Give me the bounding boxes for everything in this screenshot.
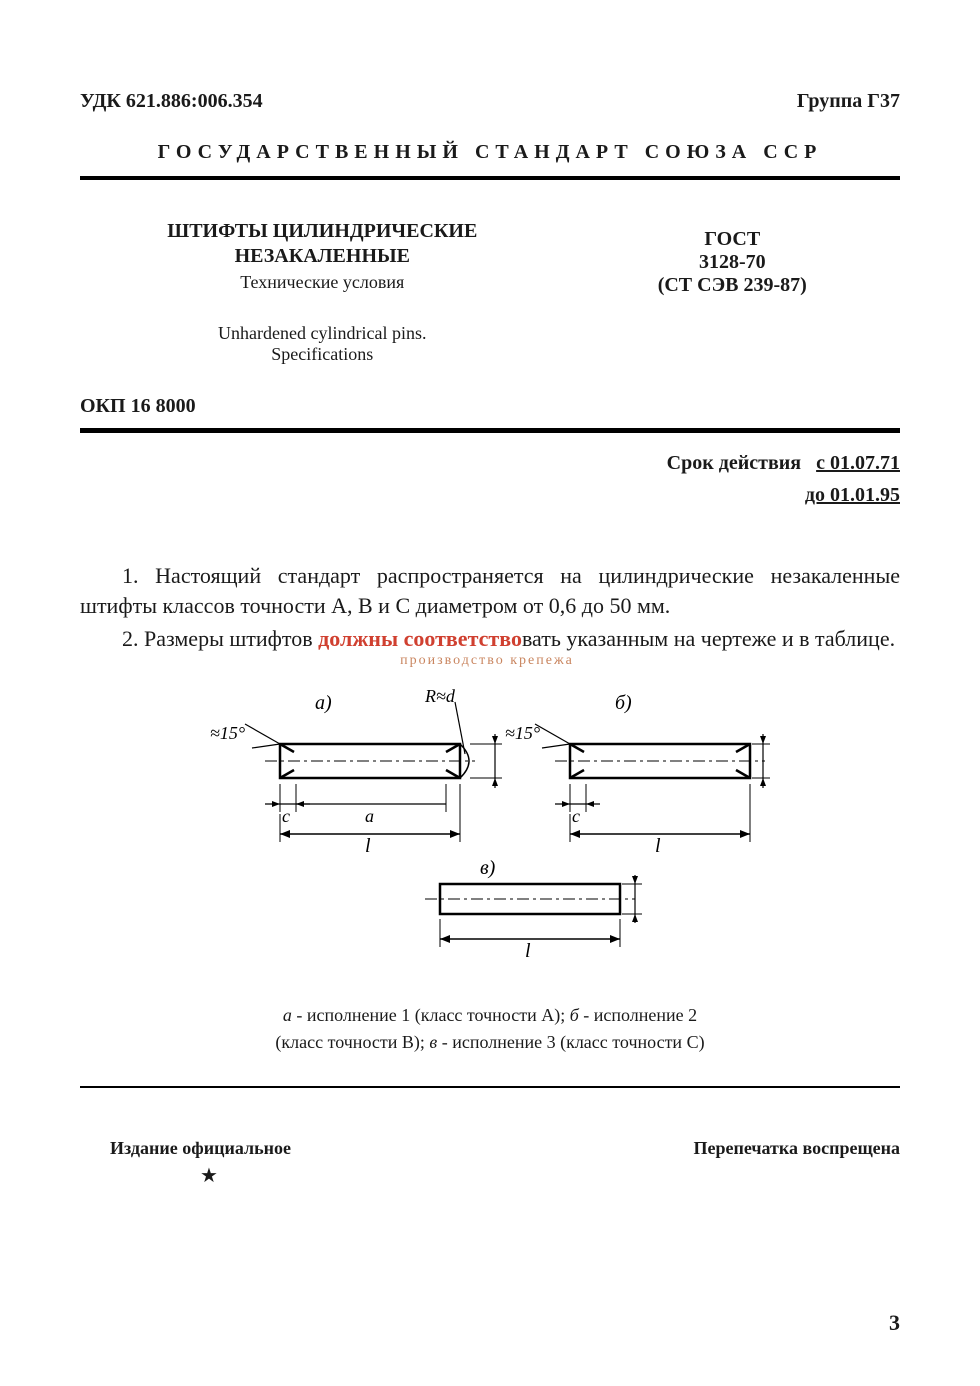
- validity-to: до 01.01.95: [805, 484, 900, 506]
- title-block: ШТИФТЫ ЦИЛИНДРИЧЕСКИЕ НЕЗАКАЛЕННЫЕ Техни…: [80, 220, 900, 365]
- divider-bottom: [80, 1086, 900, 1088]
- validity-block: Срок действия с 01.07.71 до 01.01.95: [80, 447, 900, 511]
- diagram-caption: а - исполнение 1 (класс точности А); б -…: [80, 1002, 900, 1056]
- header-row: УДК 621.886:006.354 Группа Г37: [80, 90, 900, 113]
- watermark-wrap: должны соответствопроизводство крепежа: [318, 626, 522, 651]
- footer-right: Перепечатка воспрещена: [693, 1138, 900, 1159]
- group-code: Группа Г37: [797, 90, 900, 113]
- p2-before: 2. Размеры штифтов: [122, 626, 318, 651]
- cap-v-txt: - исполнение 3 (класс точности С): [437, 1032, 704, 1052]
- divider-top: [80, 176, 900, 180]
- gost-label: ГОСТ: [565, 228, 900, 251]
- title-en-1: Unhardened cylindrical pins.: [80, 323, 565, 344]
- label-l-b: l: [655, 835, 661, 857]
- title-left: ШТИФТЫ ЦИЛИНДРИЧЕСКИЕ НЕЗАКАЛЕННЫЕ Техни…: [80, 220, 565, 365]
- body-text: 1. Настоящий стандарт распространяется н…: [80, 561, 900, 654]
- title-right: ГОСТ 3128-70 (СТ СЭВ 239-87): [565, 220, 900, 365]
- cap-b-txt: - исполнение 2: [579, 1005, 697, 1025]
- title-ru-1: ШТИФТЫ ЦИЛИНДРИЧЕСКИЕ: [80, 220, 565, 243]
- cap-a-lett: а: [283, 1005, 292, 1025]
- udk-code: УДК 621.886:006.354: [80, 90, 263, 113]
- label-a: а): [315, 692, 332, 714]
- label-c-b: c: [572, 806, 580, 826]
- cap-a-txt: - исполнение 1 (класс точности А);: [292, 1005, 570, 1025]
- paragraph-1: 1. Настоящий стандарт распространяется н…: [80, 561, 900, 620]
- diagram-a: а) ≈15° R≈d: [210, 686, 502, 857]
- diagram-b: б) ≈15° c: [505, 692, 770, 857]
- diagram-v: в) l: [425, 857, 642, 962]
- title-ru-3: Технические условия: [80, 272, 565, 293]
- watermark-subtext: производство крепежа: [358, 652, 574, 671]
- watermark-red-text: должны соответство: [318, 626, 522, 651]
- title-ru-2: НЕЗАКАЛЕННЫЕ: [80, 245, 565, 268]
- footer-row: Издание официальное Перепечатка воспреще…: [80, 1138, 900, 1159]
- okp-code: ОКП 16 8000: [80, 395, 900, 418]
- label-v: в): [480, 857, 496, 879]
- validity-label: Срок действия: [667, 452, 801, 474]
- footer-left: Издание официальное: [80, 1138, 291, 1159]
- p2-after: вать указанным на чертеже и в таблице.: [522, 626, 895, 651]
- gost-number: 3128-70: [565, 251, 900, 274]
- label-r: R≈d: [424, 686, 456, 706]
- gost-header-line: ГОСУДАРСТВЕННЫЙ СТАНДАРТ СОЮЗА ССР: [80, 141, 900, 164]
- label-a-dim: a: [365, 806, 374, 826]
- star-icon: ★: [80, 1163, 900, 1188]
- label-angle-a: ≈15°: [210, 723, 245, 743]
- cap-b-lett: б: [570, 1005, 579, 1025]
- cap-line2-pre: (класс точности В);: [275, 1032, 429, 1052]
- validity-from: с 01.07.71: [816, 452, 900, 474]
- title-en-2: Specifications: [80, 344, 565, 365]
- label-angle-b: ≈15°: [505, 723, 540, 743]
- pin-diagram: а) ≈15° R≈d: [210, 684, 770, 984]
- paragraph-2: 2. Размеры штифтов должны соответствопро…: [80, 624, 900, 654]
- label-b: б): [615, 692, 632, 714]
- label-c-a: c: [282, 806, 290, 826]
- divider-mid: [80, 428, 900, 433]
- sev-ref: (СТ СЭВ 239-87): [565, 274, 900, 297]
- label-l-a: l: [365, 835, 371, 857]
- page-number: 3: [889, 1310, 900, 1336]
- label-l-v: l: [525, 940, 531, 962]
